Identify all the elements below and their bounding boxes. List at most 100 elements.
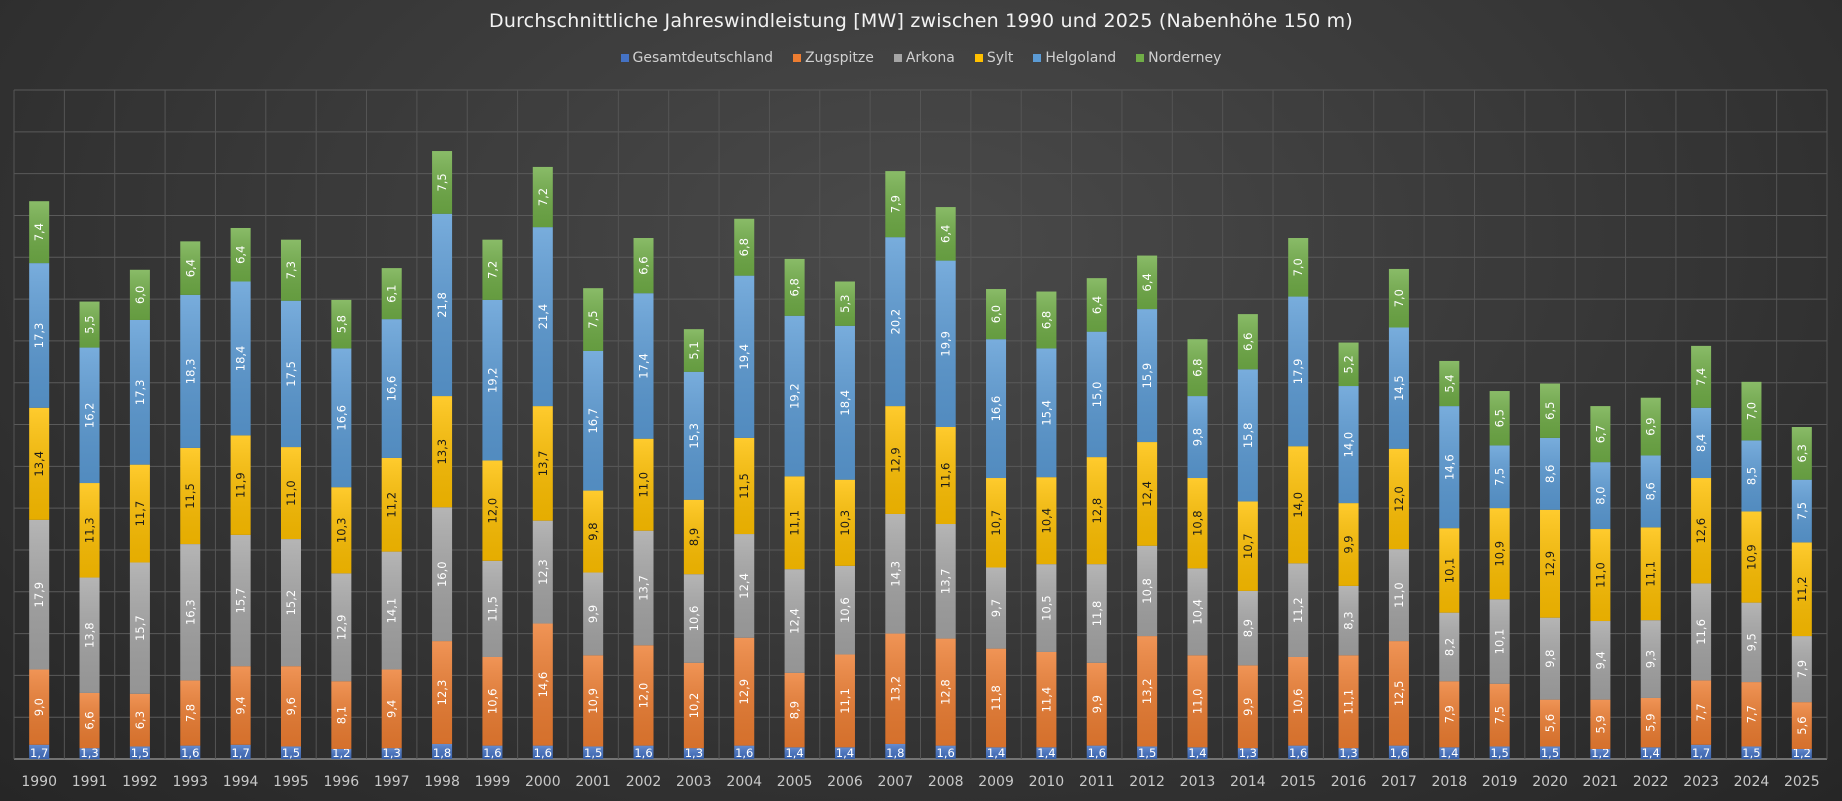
data-label: 10,3	[838, 510, 852, 536]
data-label: 5,3	[838, 295, 852, 313]
bar-shading	[129, 562, 150, 694]
data-label: 13,8	[83, 622, 97, 648]
bar-shading	[683, 499, 704, 575]
bar-shading	[1640, 397, 1661, 456]
gridlines	[13, 89, 1828, 760]
data-label: 14,6	[536, 672, 550, 698]
data-label: 11,9	[234, 472, 248, 498]
data-label: 7,0	[1744, 402, 1758, 420]
data-label: 1,6	[483, 746, 501, 760]
bar-shading	[180, 241, 201, 295]
data-label: 1,6	[1289, 746, 1307, 760]
data-label: 7,4	[1694, 368, 1708, 386]
data-label: 7,8	[183, 704, 197, 722]
x-tick-label: 1997	[374, 774, 410, 790]
bar-shading	[885, 513, 906, 634]
legend-item-zugspitze[interactable]: Zugspitze	[792, 50, 874, 66]
data-label: 6,4	[234, 246, 248, 264]
bar-shading	[986, 747, 1007, 759]
bar-stack-1998: 1,8 12,3 16,0 13,3 21,8 7,5	[432, 151, 453, 760]
data-label: 1,5	[1138, 746, 1156, 760]
bar-shading	[885, 406, 906, 514]
data-label: 6,7	[1593, 425, 1607, 443]
bar-shading	[1237, 590, 1258, 666]
data-label: 19,2	[485, 367, 499, 393]
bar-stack-2002: 1,6 12,0 13,7 11,0 17,4 6,6	[633, 238, 654, 760]
bar-shading	[381, 669, 402, 749]
data-label: 17,5	[284, 361, 298, 387]
bar-shading	[734, 218, 755, 276]
data-label: 9,9	[1090, 695, 1104, 713]
bar-stack-2015: 1,6 10,6 11,2 14,0 17,9 7,0	[1288, 238, 1309, 760]
bar-shading	[79, 483, 100, 578]
data-label: 19,4	[737, 344, 751, 370]
legend-label: Norderney	[1148, 50, 1222, 66]
bar-shading	[1540, 699, 1561, 747]
legend: Gesamtdeutschland Zugspitze Arkona Sylt …	[0, 50, 1842, 66]
x-tick-label: 1990	[21, 774, 57, 790]
bar-shading	[633, 238, 654, 294]
x-tick-label: 2021	[1583, 774, 1619, 790]
bar-shading	[784, 315, 805, 477]
bar-shading	[834, 325, 855, 480]
data-label: 1,4	[1037, 746, 1055, 760]
bar-shading	[482, 239, 503, 300]
bar-stack-2021: 1,2 5,9 9,4 11,0 8,0 6,7	[1590, 406, 1611, 760]
bar-shading	[1489, 599, 1510, 684]
bar-shading	[1137, 636, 1158, 747]
bar-shading	[532, 520, 553, 624]
bar-shading	[1288, 446, 1309, 564]
legend-item-arkona[interactable]: Arkona	[893, 50, 955, 66]
x-tick-label: 2000	[525, 774, 561, 790]
data-label: 13,7	[536, 451, 550, 477]
bar-shading	[1590, 621, 1611, 700]
bar-shading	[1640, 697, 1661, 748]
data-label: 9,6	[284, 697, 298, 715]
bar-shading	[1741, 746, 1762, 759]
x-tick-label: 2023	[1683, 774, 1719, 790]
data-label: 1,7	[1692, 746, 1710, 760]
data-label: 1,4	[836, 746, 854, 760]
data-label: 11,2	[385, 492, 399, 518]
data-label: 17,4	[637, 353, 651, 379]
legend-item-sylt[interactable]: Sylt	[974, 50, 1013, 66]
data-label: 11,7	[133, 501, 147, 527]
bar-shading	[834, 281, 855, 326]
x-tick-label: 2006	[827, 774, 863, 790]
x-tick-label: 2022	[1633, 774, 1669, 790]
bar-shading	[1086, 662, 1107, 746]
data-label: 8,2	[1442, 638, 1456, 656]
bar-stack-2003: 1,3 10,2 10,6 8,9 15,3 5,1	[683, 329, 704, 760]
data-label: 6,1	[385, 284, 399, 302]
data-label: 6,8	[788, 278, 802, 296]
data-label: 1,4	[1440, 746, 1458, 760]
data-label: 15,9	[1140, 363, 1154, 389]
data-label: 11,0	[284, 480, 298, 506]
bar-shading	[1489, 445, 1510, 509]
data-label: 8,9	[788, 701, 802, 719]
bar-shading	[784, 569, 805, 673]
legend-item-helgoland[interactable]: Helgoland	[1033, 50, 1116, 66]
bar-shading	[1288, 296, 1309, 447]
bar-shading	[1036, 651, 1057, 748]
data-label: 8,9	[1241, 619, 1255, 637]
bar-shading	[1439, 528, 1460, 613]
legend-item-norderney[interactable]: Norderney	[1136, 50, 1221, 66]
data-label: 9,4	[234, 696, 248, 714]
bar-shading	[29, 407, 50, 520]
bar-shading	[79, 577, 100, 693]
data-label: 11,0	[1392, 582, 1406, 608]
chart-title: Durchschnittliche Jahreswindleistung [MW…	[489, 10, 1353, 32]
bar-shading	[683, 329, 704, 372]
x-tick-label: 2010	[1029, 774, 1065, 790]
bar-shading	[1237, 748, 1258, 759]
data-label: 10,6	[1291, 688, 1305, 714]
legend-item-gesamtdeutschland[interactable]: Gesamtdeutschland	[620, 50, 773, 66]
data-label: 5,6	[1543, 714, 1557, 732]
data-label: 1,5	[1742, 746, 1760, 760]
bar-shading	[532, 623, 553, 746]
data-label: 1,6	[937, 746, 955, 760]
bar-shading	[583, 490, 604, 573]
bar-stack-2019: 1,5 7,5 10,1 10,9 7,5 6,5	[1489, 391, 1510, 760]
bar-shading	[1640, 455, 1661, 528]
